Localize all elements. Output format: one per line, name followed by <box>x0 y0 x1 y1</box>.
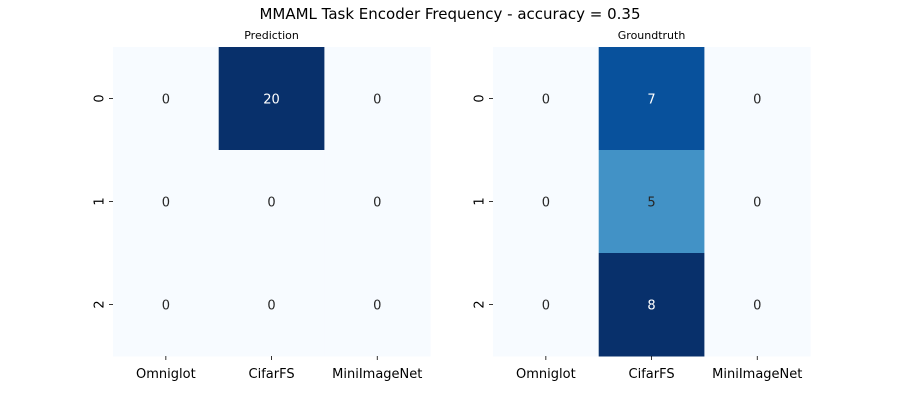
cell-value-label: 0 <box>162 299 170 314</box>
heatmap-cell <box>113 150 220 254</box>
x-tick-label: Omniglot <box>516 367 576 382</box>
cell-value-label: 0 <box>753 93 761 108</box>
panel-title: Groundtruth <box>618 29 686 42</box>
cell-value-label: 0 <box>373 196 381 211</box>
heatmap-cell <box>218 47 325 151</box>
heatmap-cell <box>704 253 811 357</box>
heatmap-cell <box>493 150 600 254</box>
y-tick-label: 2 <box>93 300 108 308</box>
heatmap-cell <box>598 150 705 254</box>
heatmap-cell <box>598 47 705 151</box>
heatmap-cell <box>324 47 431 151</box>
x-tick-label: MiniImageNet <box>332 367 422 382</box>
cell-value-label: 0 <box>542 299 550 314</box>
cell-value-label: 0 <box>162 93 170 108</box>
heatmap-cell <box>493 47 600 151</box>
y-tick-label: 0 <box>473 94 488 102</box>
cell-value-label: 0 <box>373 299 381 314</box>
heatmap-cell <box>493 253 600 357</box>
x-tick-label: MiniImageNet <box>712 367 802 382</box>
y-tick-label: 1 <box>473 197 488 205</box>
x-tick-label: Omniglot <box>136 367 196 382</box>
heatmap-cell <box>113 253 220 357</box>
cell-value-label: 5 <box>647 196 655 211</box>
y-tick-label: 0 <box>93 94 108 102</box>
cell-value-label: 7 <box>647 93 655 108</box>
heatmap-cell <box>324 253 431 357</box>
heatmap-cell <box>113 47 220 151</box>
cell-value-label: 0 <box>542 93 550 108</box>
heatmap-panel-groundtruth: Groundtruth 0 7 0 0 5 0 0 8 0 Omniglot CifarFS MiniI… <box>473 29 811 382</box>
heatmap-cell <box>218 253 325 357</box>
cell-value-label: 20 <box>263 93 280 108</box>
heatmap-cell <box>324 150 431 254</box>
cell-value-label: 0 <box>753 299 761 314</box>
cell-value-label: 0 <box>542 196 550 211</box>
heatmap-cell <box>704 150 811 254</box>
figure-title: MMAML Task Encoder Frequency - accuracy … <box>259 5 641 23</box>
panel-title: Prediction <box>244 29 299 42</box>
x-tick-label: CifarFS <box>629 367 675 382</box>
cell-value-label: 0 <box>753 196 761 211</box>
y-tick-label: 1 <box>93 197 108 205</box>
cell-value-label: 0 <box>373 93 381 108</box>
y-tick-label: 2 <box>473 300 488 308</box>
x-tick-label: CifarFS <box>249 367 295 382</box>
heatmap-cell <box>598 253 705 357</box>
heatmap-cell <box>704 47 811 151</box>
cell-value-label: 0 <box>162 196 170 211</box>
cell-value-label: 0 <box>267 299 275 314</box>
cell-value-label: 0 <box>267 196 275 211</box>
cell-value-label: 8 <box>647 299 655 314</box>
heatmap-cell <box>218 150 325 254</box>
